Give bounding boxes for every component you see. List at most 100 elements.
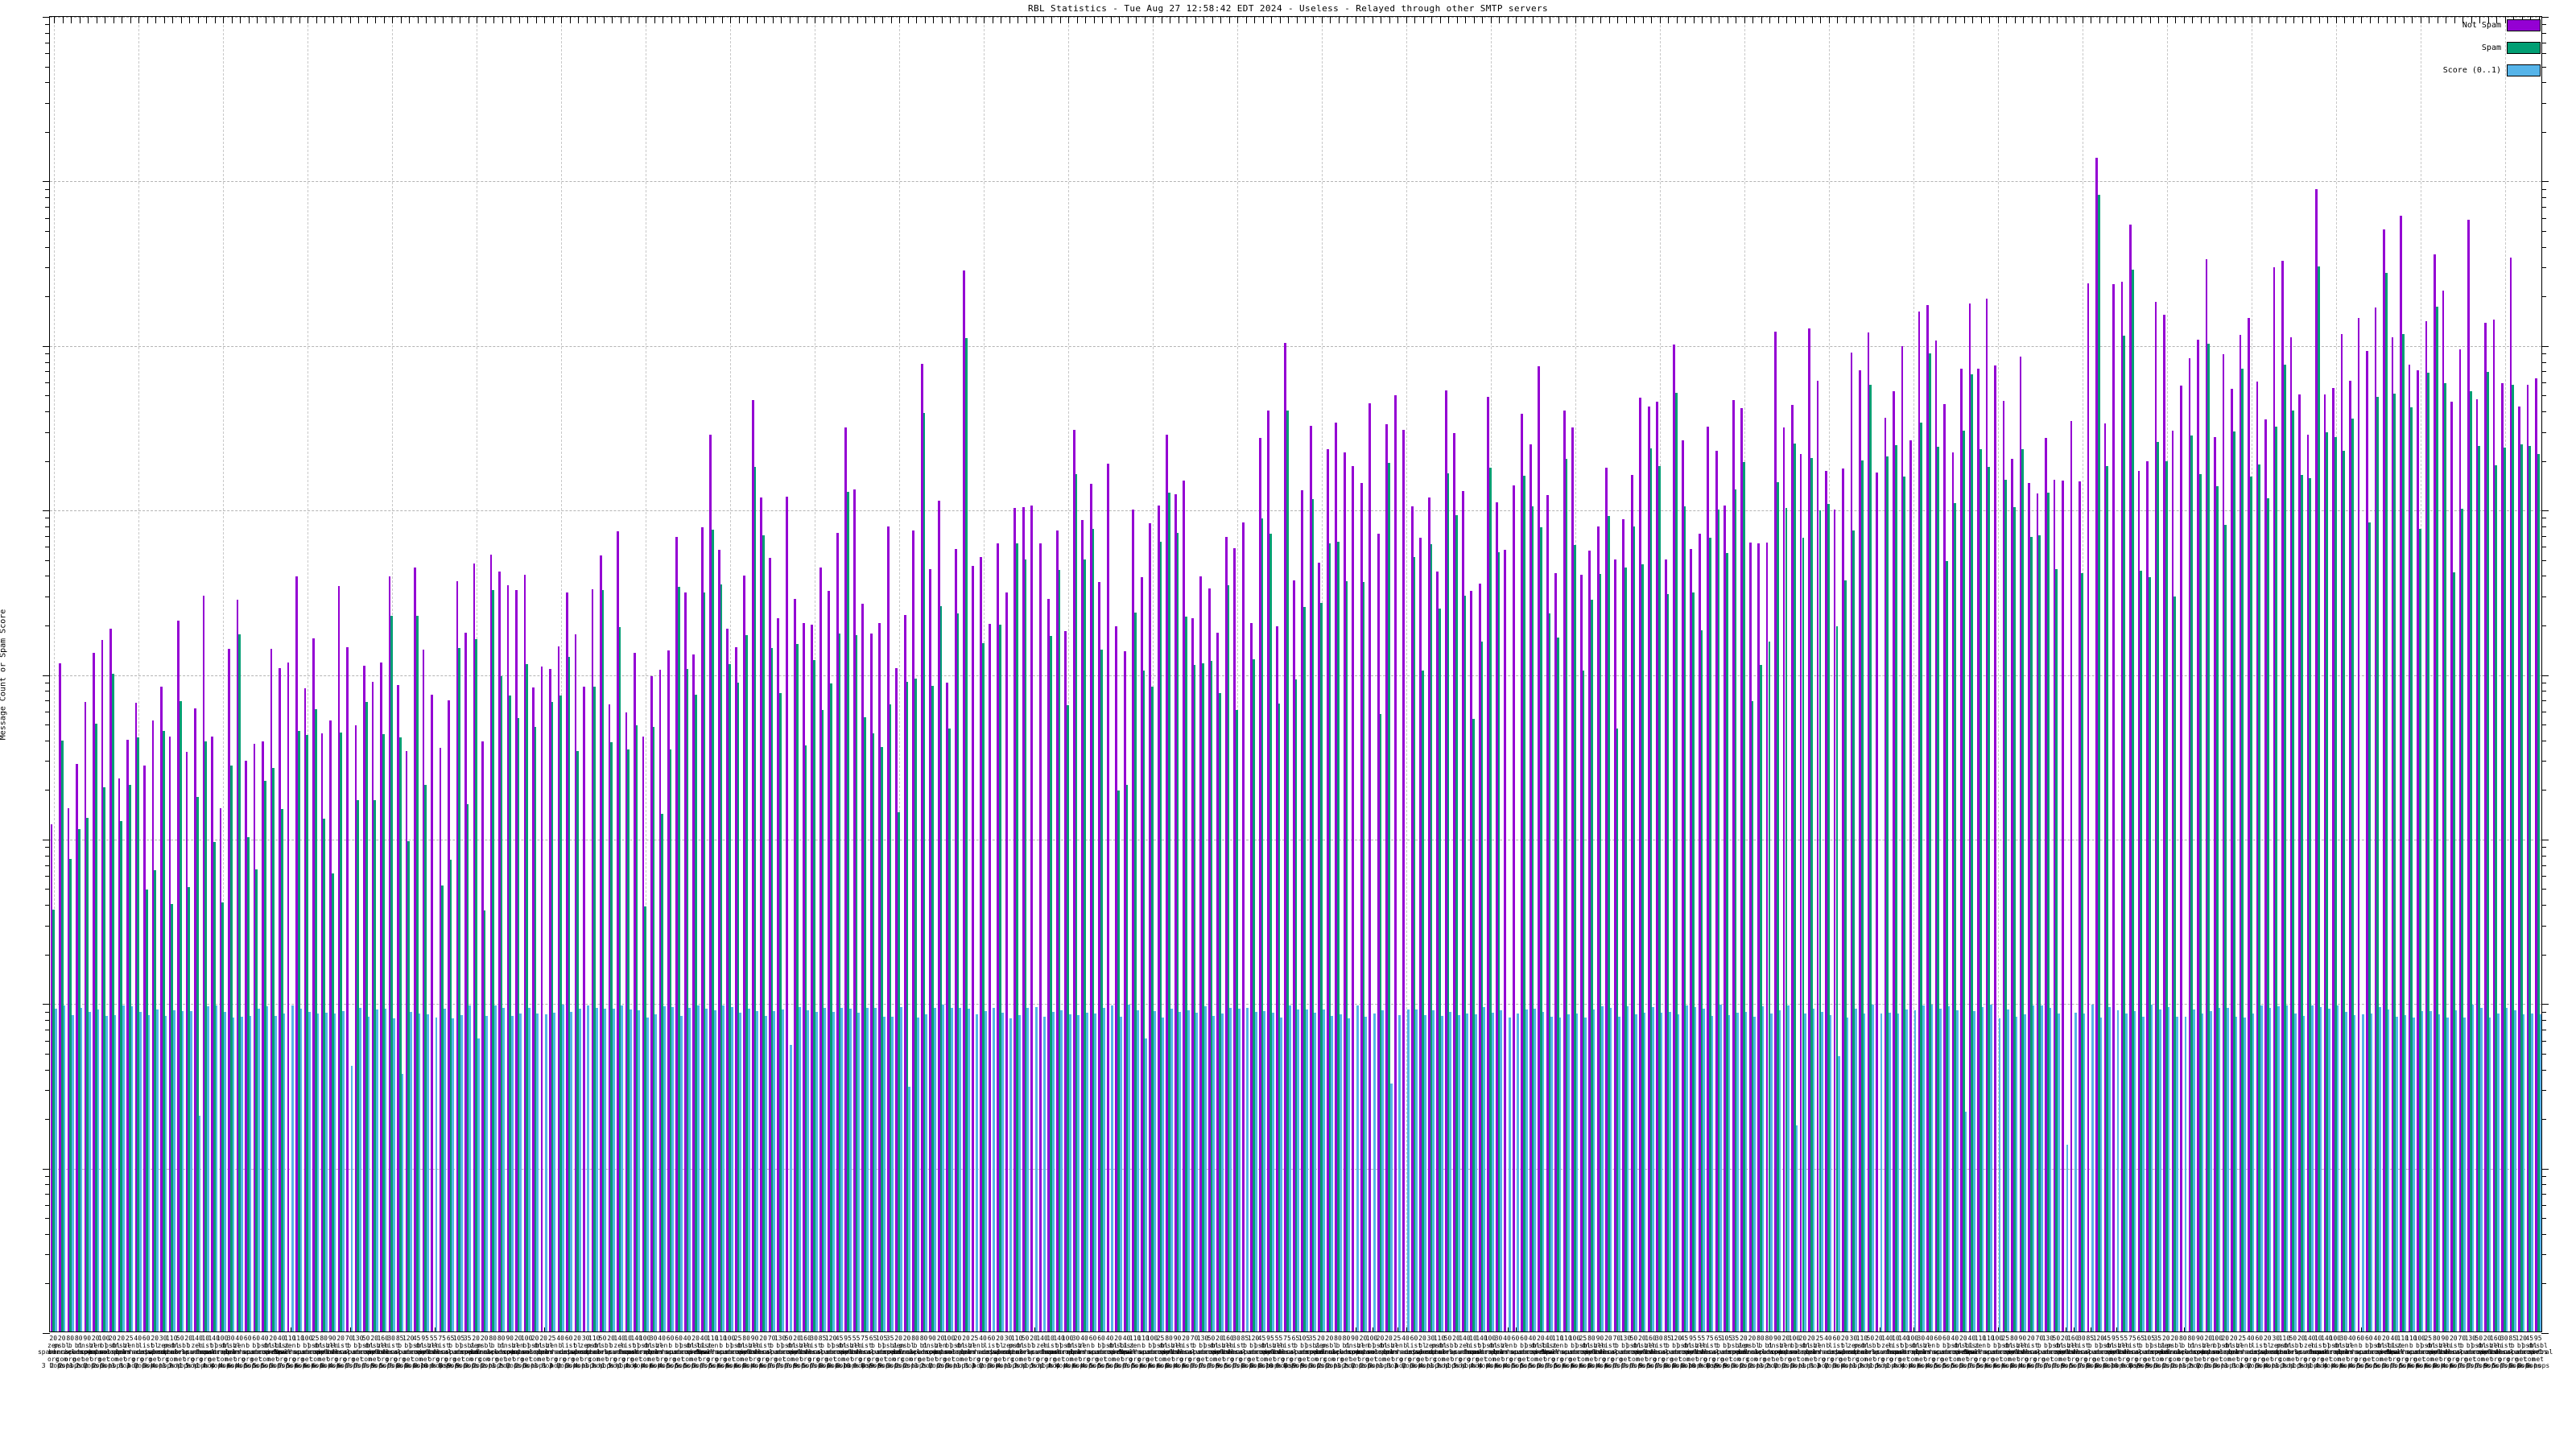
bar-group	[988, 15, 996, 1331]
bar-not-spam	[1673, 344, 1676, 1331]
bar-score	[1348, 1018, 1351, 1331]
bar-group	[1588, 15, 1596, 1331]
bar-not-spam	[574, 634, 577, 1331]
x-axis-tick	[629, 16, 630, 23]
bar-group	[971, 15, 979, 1331]
axis-tick-minor	[45, 1204, 50, 1206]
bar-not-spam	[1157, 506, 1160, 1331]
bar-group	[1546, 15, 1554, 1331]
bar-score	[1051, 1012, 1055, 1331]
axis-tick-minor	[45, 1090, 50, 1092]
bar-group	[1622, 15, 1630, 1331]
x-tick-label: 20 b barracudacentral org 1 hop	[2279, 1335, 2342, 1370]
bar-group	[1521, 15, 1529, 1331]
x-tick-label: 60 bl spamcop net 5 hops	[242, 1335, 270, 1370]
x-axis-tick	[544, 1327, 546, 1332]
bar-spam	[2241, 369, 2244, 1331]
gridline-h	[50, 510, 2541, 512]
bar-score	[1432, 1010, 1435, 1331]
bar-group	[2019, 15, 2027, 1331]
axis-tick-minor	[45, 559, 50, 561]
bar-score	[1719, 1005, 1722, 1331]
axis-tick-minor	[45, 246, 50, 248]
bar-spam	[280, 808, 283, 1331]
axis-tick	[43, 345, 50, 347]
x-axis-tick	[502, 16, 503, 23]
bar-score	[1998, 1018, 2001, 1331]
x-axis-tick	[586, 16, 588, 23]
x-axis-tick	[518, 16, 520, 23]
x-tick-label: 80 b barracudacentral org 2 hops	[1315, 1335, 1379, 1370]
x-axis-tick	[1288, 16, 1289, 23]
x-axis-tick	[1854, 16, 1856, 23]
bar-spam	[635, 725, 638, 1331]
x-tick-label: 50 dnsbl sorbs net 3 hops	[591, 1335, 615, 1370]
bar-group	[1368, 15, 1377, 1331]
axis-tick-minor	[45, 24, 50, 26]
bar-not-spam	[2289, 336, 2293, 1331]
axis-tick-minor	[45, 431, 50, 433]
x-axis-tick	[2352, 16, 2354, 23]
axis-tick-minor	[45, 700, 50, 702]
bar-group	[531, 15, 539, 1331]
x-tick-label: 50 dnsbl sorbs net 3 hops	[1436, 1335, 1459, 1370]
legend-item: Not Spam	[2443, 19, 2541, 31]
bar-group	[2062, 15, 2070, 1331]
x-axis-tick	[730, 16, 732, 23]
bar-score	[1558, 1017, 1562, 1331]
x-tick-label: 60 list dnswl org 2 hops	[1402, 1335, 1426, 1370]
bar-spam	[2326, 432, 2329, 1331]
bar-not-spam	[303, 687, 307, 1331]
x-axis-tick	[1507, 16, 1509, 23]
bar-spam	[365, 702, 368, 1331]
x-tick-label: 110 psbl surriel com 1 hop	[580, 1335, 608, 1370]
bar-group	[2214, 15, 2222, 1331]
x-axis-tick	[1625, 16, 1627, 23]
x-axis-tick	[1136, 16, 1137, 23]
x-axis-tick	[907, 16, 909, 23]
x-axis-tick	[1119, 16, 1121, 23]
bar-spam	[1455, 514, 1458, 1331]
x-axis-tick	[349, 16, 351, 23]
bar-spam	[770, 647, 774, 1331]
axis-tick-minor	[2541, 526, 2546, 527]
x-axis-tick	[1659, 16, 1661, 23]
bar-score	[2108, 1007, 2111, 1331]
bar-score	[2235, 1017, 2238, 1331]
bar-not-spam	[734, 646, 737, 1331]
bar-group	[159, 15, 167, 1331]
bar-score	[1517, 1013, 1519, 1331]
bar-not-spam	[946, 683, 949, 1331]
x-tick-label: 95 dnsbl sorbs net 8 hops	[1681, 1335, 1705, 1370]
bar-spam	[2165, 460, 2168, 1331]
bar-spam	[255, 869, 258, 1331]
x-axis-tick	[2116, 16, 2117, 23]
bar-not-spam	[1368, 403, 1372, 1331]
axis-tick-minor	[45, 1119, 50, 1121]
bar-group	[717, 15, 725, 1331]
x-tick-label: 20 bl spamcop net 3 hops	[2253, 1335, 2281, 1370]
bar-not-spam	[1166, 435, 1169, 1331]
bar-spam	[939, 606, 943, 1331]
x-tick-label: 30 list dnswl org 5 hops	[802, 1335, 826, 1370]
x-axis-tick	[147, 16, 148, 23]
bar-not-spam	[1233, 547, 1236, 1331]
bar-not-spam	[1884, 417, 1887, 1331]
bar-score	[578, 1009, 581, 1331]
x-tick-label: 50 psbl surriel com 7 hops	[2042, 1335, 2070, 1370]
x-axis-tick	[1963, 16, 1965, 23]
bar-group	[2315, 15, 2323, 1331]
bar-score	[2058, 1013, 2060, 1331]
x-axis-tick	[2099, 16, 2100, 23]
bar-spam	[1227, 584, 1230, 1331]
bar-score	[519, 1013, 522, 1331]
bar-not-spam	[1444, 390, 1447, 1331]
x-tick-label: 110 zen spamhaus org 7 hops	[2387, 1335, 2419, 1370]
x-axis-tick	[400, 16, 402, 23]
bar-group	[1529, 15, 1537, 1331]
bar-group	[1402, 15, 1410, 1331]
bar-not-spam	[2526, 385, 2529, 1331]
bar-score	[790, 1045, 793, 1331]
bar-score	[1939, 1008, 1942, 1331]
bar-score	[1187, 1010, 1190, 1331]
